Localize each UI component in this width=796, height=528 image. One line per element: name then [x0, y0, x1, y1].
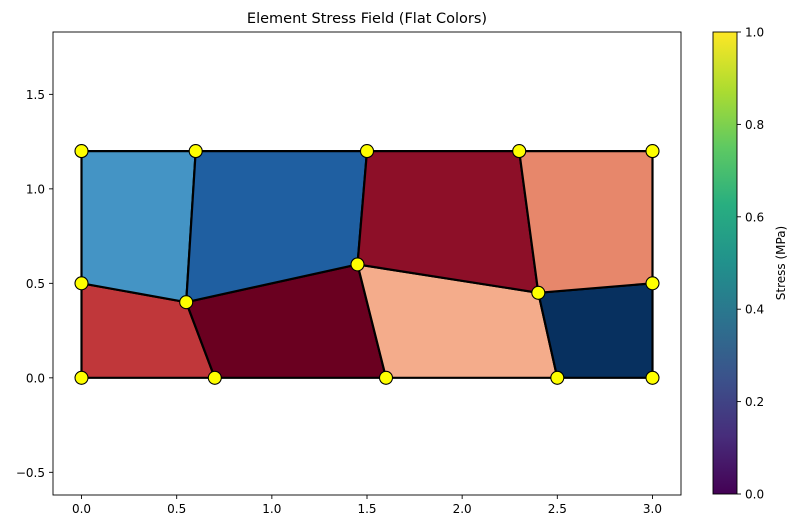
colorbar-tick-label: 1.0	[745, 26, 764, 40]
node-13	[359, 144, 375, 159]
y-tick-label: 1.5	[26, 88, 45, 102]
node-8	[350, 257, 365, 272]
node-14	[512, 144, 527, 159]
colorbar-tick-label: 0.0	[745, 488, 764, 502]
node-10	[645, 276, 660, 291]
colorbar-tick-label: 0.6	[745, 210, 764, 224]
y-axis: −0.5 0.0 0.5 1.0 1.5	[16, 88, 53, 480]
colorbar-tick-label: 0.4	[745, 303, 764, 317]
node-6	[74, 276, 89, 291]
node-4	[550, 370, 565, 385]
colorbar-label: Stress (MPa)	[774, 226, 788, 300]
element-5	[80, 150, 197, 304]
colorbar-axis: 0.0 0.2 0.4 0.6 0.8 1.0	[737, 26, 764, 502]
node-1	[74, 370, 89, 385]
element-4	[537, 282, 654, 379]
x-tick-label: 0.0	[72, 502, 91, 516]
x-tick-label: 1.0	[262, 502, 281, 516]
x-axis: 0.0 0.5 1.0 1.5 2.0 2.5 3.0	[72, 495, 662, 516]
mesh-elements	[80, 150, 654, 379]
y-tick-label: 0.5	[26, 277, 45, 291]
y-tick-label: −0.5	[16, 466, 45, 480]
colorbar-tick-label: 0.2	[745, 395, 764, 409]
node-5	[645, 370, 660, 385]
x-tick-label: 2.0	[453, 502, 472, 516]
node-12	[188, 144, 203, 159]
node-7	[179, 295, 194, 310]
mesh-nodes	[74, 144, 660, 385]
x-tick-label: 1.5	[357, 502, 376, 516]
element-8	[518, 150, 654, 294]
node-15	[645, 144, 660, 159]
colorbar-tick-label: 0.8	[745, 118, 764, 132]
x-tick-label: 0.5	[167, 502, 186, 516]
node-11	[74, 144, 89, 159]
x-tick-label: 2.5	[548, 502, 567, 516]
y-tick-label: 1.0	[26, 182, 45, 196]
node-3	[378, 370, 394, 385]
node-2	[207, 370, 222, 385]
chart-title: Element Stress Field (Flat Colors)	[247, 11, 487, 27]
colorbar	[712, 31, 738, 495]
x-tick-label: 3.0	[643, 502, 662, 516]
y-tick-label: 0.0	[26, 371, 45, 385]
node-9	[531, 285, 546, 300]
